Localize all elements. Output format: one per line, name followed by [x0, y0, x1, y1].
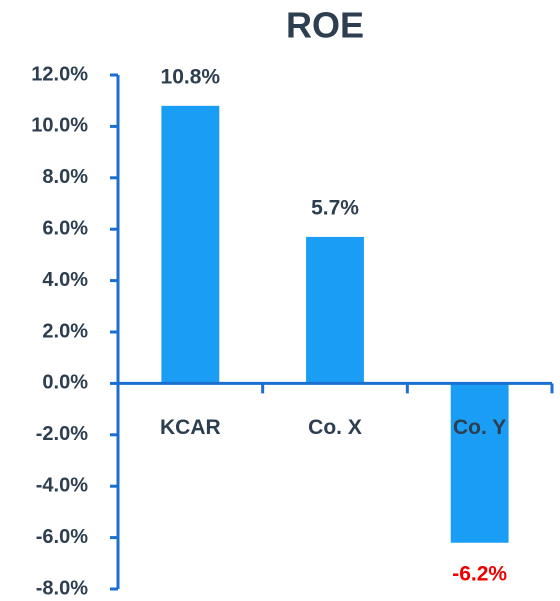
y-tick-label: 6.0% [42, 217, 88, 239]
bar [306, 236, 364, 384]
y-tick-label: 10.0% [31, 115, 88, 137]
y-tick-label: -6.0% [36, 526, 88, 548]
value-label: 5.7% [311, 196, 359, 219]
x-tick-label: KCAR [160, 416, 221, 439]
x-tick-label: Co. X [308, 416, 362, 439]
chart-title: ROE [286, 5, 364, 46]
y-tick-label: 12.0% [31, 63, 88, 85]
y-tick-label: 4.0% [42, 269, 88, 291]
y-tick-label: 2.0% [42, 320, 88, 342]
bar [161, 105, 220, 384]
x-tick-label: Co. Y [453, 416, 506, 439]
value-label: 10.8% [161, 65, 221, 88]
y-tick-label: 0.0% [42, 372, 88, 394]
y-tick-label: -2.0% [36, 423, 88, 445]
bar [450, 383, 509, 543]
y-tick-label: -8.0% [36, 577, 88, 599]
y-tick-label: 8.0% [42, 166, 88, 188]
value-label: -6.2% [452, 562, 507, 585]
y-tick-label: -4.0% [36, 474, 88, 496]
